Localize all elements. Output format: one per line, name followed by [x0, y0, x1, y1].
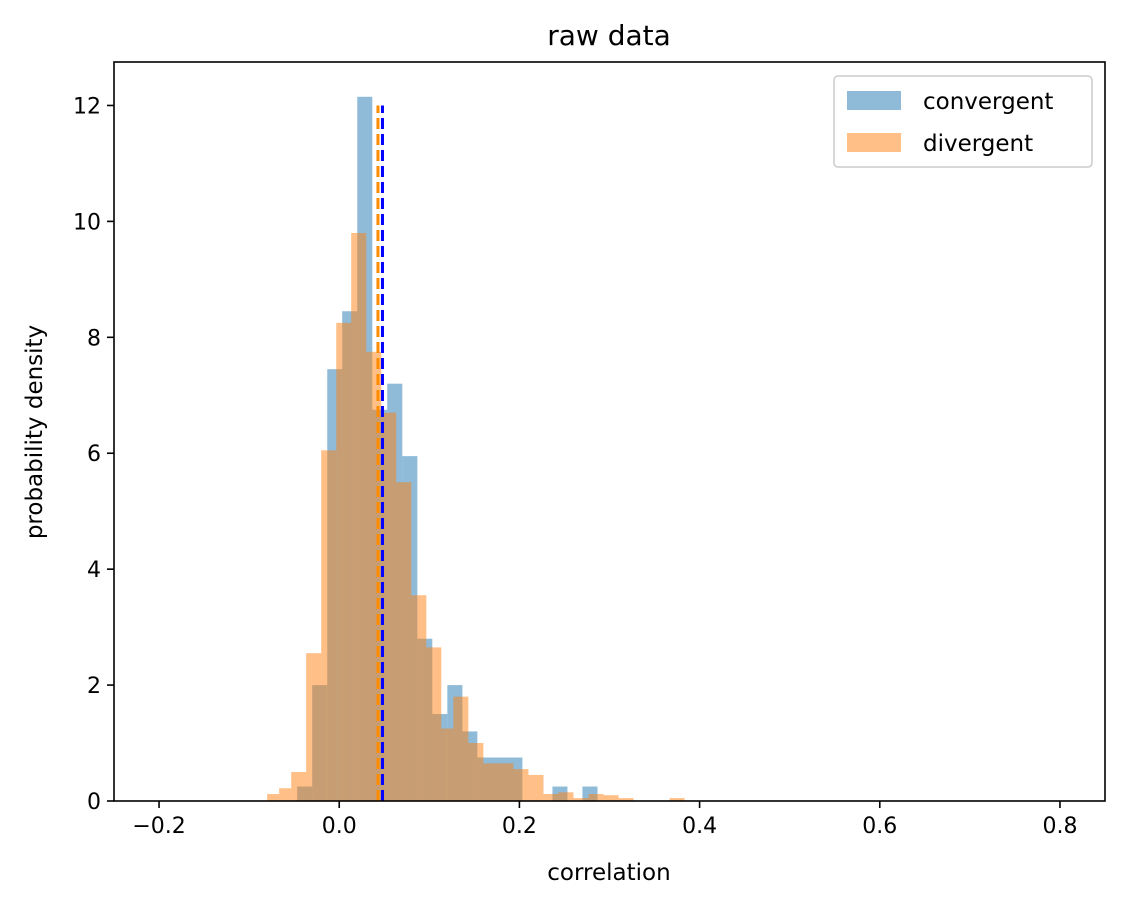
divergent-bar	[321, 450, 337, 801]
x-tick-label: 0.2	[502, 814, 537, 839]
x-tick-label: 0.8	[1042, 814, 1077, 839]
x-tick-label: −0.2	[132, 814, 185, 839]
legend: convergent divergent	[833, 75, 1093, 168]
divergent-bar	[453, 696, 469, 801]
x-tick-label: 0.6	[862, 814, 897, 839]
y-tick-label: 8	[87, 326, 101, 351]
divergent-bar	[669, 798, 685, 801]
divergent-bar	[396, 482, 412, 801]
y-axis: 0 2 4 6 8 10 12	[73, 94, 114, 815]
divergent-bars	[267, 232, 685, 802]
divergent-bar	[498, 763, 514, 801]
divergent-bar	[426, 647, 442, 801]
y-tick-label: 12	[73, 94, 101, 119]
legend-swatch-divergent	[847, 133, 901, 152]
divergent-bar	[543, 794, 559, 801]
divergent-bar	[558, 792, 574, 801]
y-tick-label: 10	[73, 210, 101, 235]
x-tick-label: 0.4	[682, 814, 717, 839]
divergent-bar	[267, 794, 280, 801]
divergent-bar	[603, 795, 619, 801]
divergent-bar	[483, 763, 499, 801]
legend-swatch-convergent	[847, 91, 901, 110]
divergent-bar	[306, 653, 322, 801]
divergent-bar	[279, 788, 292, 801]
legend-label-divergent: divergent	[923, 131, 1033, 157]
x-tick-label: 0.0	[322, 814, 357, 839]
divergent-bar	[618, 798, 634, 801]
plot-frame	[113, 61, 1106, 802]
divergent-bar	[441, 728, 454, 801]
legend-label-convergent: convergent	[923, 89, 1053, 115]
y-tick-label: 6	[87, 442, 101, 467]
divergent-bar	[528, 774, 544, 801]
divergent-bar	[351, 232, 367, 802]
y-tick-label: 0	[87, 790, 101, 815]
divergent-bar	[513, 769, 529, 801]
mean-lines	[376, 105, 384, 801]
y-axis-title: probability density	[22, 325, 48, 539]
divergent-bar	[291, 772, 307, 801]
y-tick-label: 4	[87, 558, 101, 583]
divergent-bar	[588, 794, 604, 801]
chart-title: raw data	[547, 19, 671, 52]
x-axis: −0.2 0.0 0.2 0.4 0.6 0.8	[132, 801, 1077, 839]
divergent-bar	[573, 798, 589, 801]
divergent-bar	[468, 743, 484, 801]
y-tick-label: 2	[87, 674, 101, 699]
divergent-bar	[381, 412, 397, 801]
divergent-bar	[336, 322, 352, 801]
divergent-bar	[411, 595, 427, 801]
x-axis-title: correlation	[547, 860, 670, 886]
